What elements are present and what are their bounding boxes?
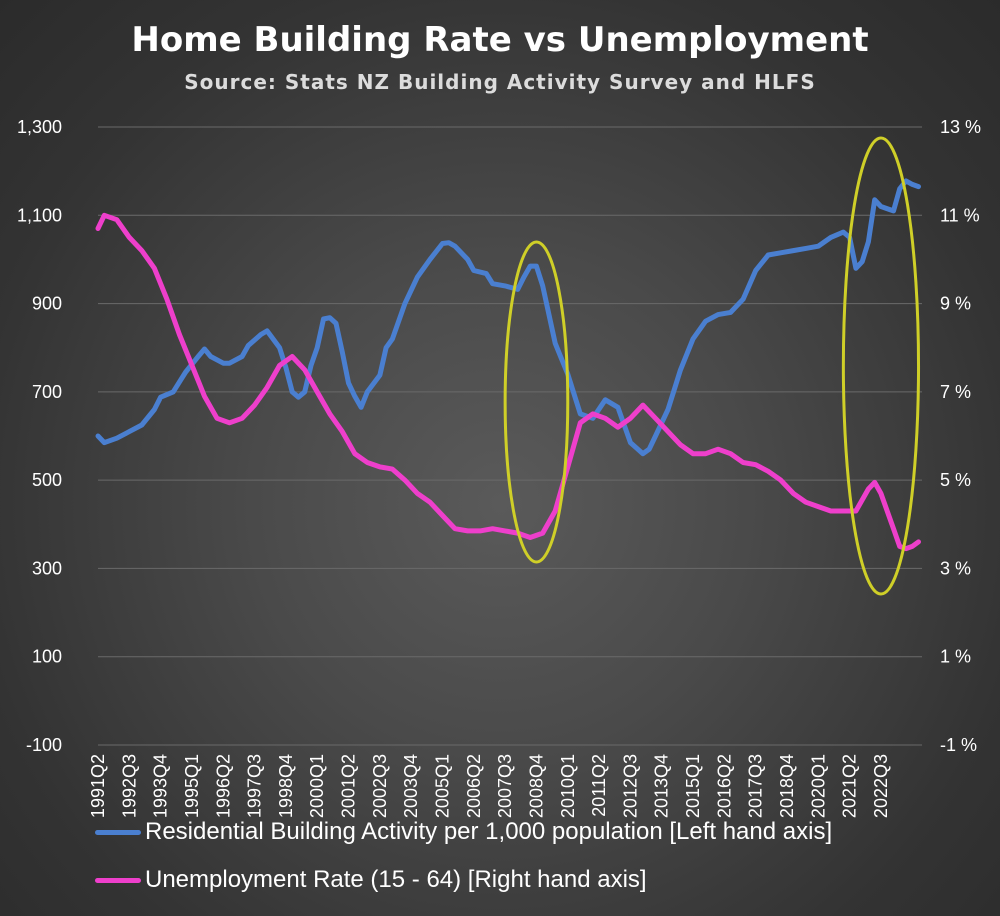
x-tick-label: 1992Q3: [119, 754, 139, 818]
x-tick-label: 2017Q3: [746, 754, 766, 818]
series-line-building: [95, 178, 921, 457]
x-tick-label: 2021Q2: [840, 754, 860, 818]
x-tick-label: 2001Q2: [339, 754, 359, 818]
y-right-tick-label: 9 %: [940, 294, 971, 314]
legend-label-unemployment: Unemployment Rate (15 - 64) [Right hand …: [145, 866, 647, 893]
annotation-ellipse: [841, 136, 921, 596]
x-tick-label: 2008Q4: [526, 754, 546, 818]
y-left-tick-label: -100: [26, 735, 62, 755]
y-left-tick-label: 1,100: [17, 205, 62, 225]
x-tick-label: 2020Q1: [808, 754, 828, 818]
y-right-tick-label: 1 %: [940, 647, 971, 667]
x-tick-label: 2000Q1: [307, 754, 327, 818]
y-right-tick-label: 11 %: [940, 205, 980, 225]
legend-swatch-unemployment: [95, 877, 141, 883]
y-right-tick-label: 3 %: [940, 558, 971, 578]
y-left-tick-label: 500: [32, 470, 62, 490]
chart-title: Home Building Rate vs Unemployment: [131, 20, 869, 60]
x-tick-label: 1995Q1: [182, 754, 202, 818]
x-tick-label: 2003Q4: [401, 754, 421, 818]
x-tick-label: 1991Q2: [88, 754, 108, 818]
x-tick-label: 1996Q2: [213, 754, 233, 818]
x-tick-label: 2018Q4: [777, 754, 797, 818]
legend-item-building: Residential Building Activity per 1,000 …: [95, 818, 832, 846]
y-right-tick-label: 7 %: [940, 382, 971, 402]
annotation-ellipse: [503, 240, 570, 564]
y-left-tick-label: 700: [32, 382, 62, 402]
y-right-tick-label: 5 %: [940, 470, 971, 490]
x-tick-label: 2005Q1: [432, 754, 452, 818]
series-line-unemployment: [95, 212, 921, 552]
x-tick-label: 2006Q2: [464, 754, 484, 818]
x-tick-label: 1997Q3: [245, 754, 265, 818]
chart-subtitle: Source: Stats NZ Building Activity Surve…: [184, 70, 816, 94]
x-tick-label: 2011Q2: [589, 754, 609, 817]
y-left-tick-label: 900: [32, 294, 62, 314]
y-right-tick-label: -1 %: [940, 735, 977, 755]
x-tick-label: 2016Q2: [714, 754, 734, 818]
y-left-tick-label: 100: [32, 647, 62, 667]
x-tick-label: 2015Q1: [683, 754, 703, 818]
y-left-tick-label: 1,300: [17, 117, 62, 137]
x-tick-label: 2007Q3: [495, 754, 515, 818]
x-tick-label: 2012Q3: [620, 754, 640, 818]
y-right-tick-label: 13 %: [940, 117, 981, 137]
legend-swatch-building: [95, 829, 141, 835]
legend-label-building: Residential Building Activity per 1,000 …: [145, 818, 833, 845]
y-left-tick-label: 300: [32, 558, 62, 578]
x-tick-label: 2013Q4: [652, 754, 672, 818]
x-tick-label: 1993Q4: [151, 754, 171, 818]
x-tick-label: 2010Q1: [558, 754, 578, 818]
x-tick-label: 2002Q3: [370, 754, 390, 818]
x-tick-label: 1998Q4: [276, 754, 296, 818]
legend-item-unemployment: Unemployment Rate (15 - 64) [Right hand …: [95, 866, 647, 894]
x-tick-label: 2022Q3: [871, 754, 891, 818]
